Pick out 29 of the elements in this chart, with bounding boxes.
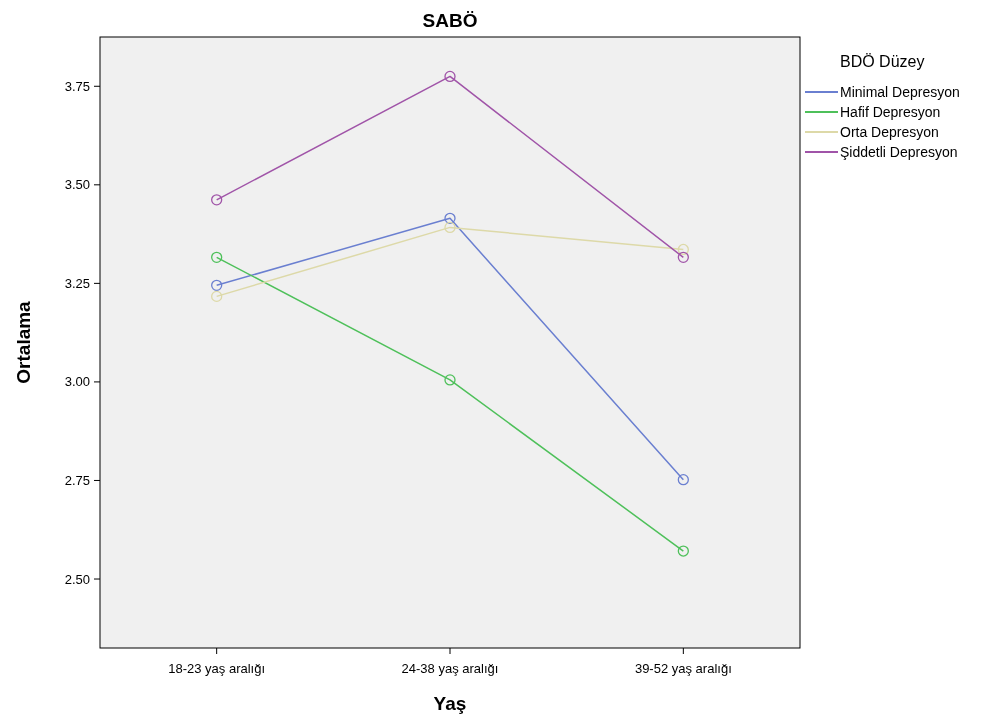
point bbox=[211, 251, 223, 263]
x-tick-label: 24-38 yaş aralığı bbox=[401, 661, 499, 676]
legend-label: Şiddetli Depresyon bbox=[840, 143, 958, 160]
point bbox=[211, 279, 223, 291]
point bbox=[211, 194, 223, 206]
y-tick-label: 2.75 bbox=[64, 473, 90, 489]
point bbox=[677, 251, 689, 263]
legend-label: Minimal Depresyon bbox=[840, 83, 960, 100]
chart-title: SABÖ bbox=[422, 10, 478, 31]
point bbox=[677, 545, 689, 557]
point bbox=[444, 374, 456, 386]
legend-title: BDÖ Düzey bbox=[840, 53, 925, 70]
point bbox=[211, 290, 223, 303]
point bbox=[444, 70, 456, 83]
x-tick-label: 39-52 yaş aralığı bbox=[634, 661, 732, 676]
y-tick-label: 3.50 bbox=[64, 177, 90, 193]
legend-label: Hafif Depresyon bbox=[840, 103, 941, 120]
point bbox=[677, 243, 689, 256]
legend-label: Orta Depresyon bbox=[840, 123, 939, 140]
point bbox=[444, 221, 456, 234]
x-tick-label: 18-23 yaş aralığı bbox=[168, 661, 266, 676]
y-tick-label: 3.25 bbox=[64, 275, 90, 291]
y-tick-label: 2.50 bbox=[64, 571, 90, 587]
y-axis-title: Ortalama bbox=[13, 300, 34, 384]
y-tick-label: 3.00 bbox=[64, 374, 90, 390]
y-tick-label: 3.75 bbox=[64, 78, 90, 94]
x-axis-title: Yaş bbox=[433, 693, 467, 714]
point bbox=[677, 474, 689, 486]
point bbox=[444, 212, 456, 224]
